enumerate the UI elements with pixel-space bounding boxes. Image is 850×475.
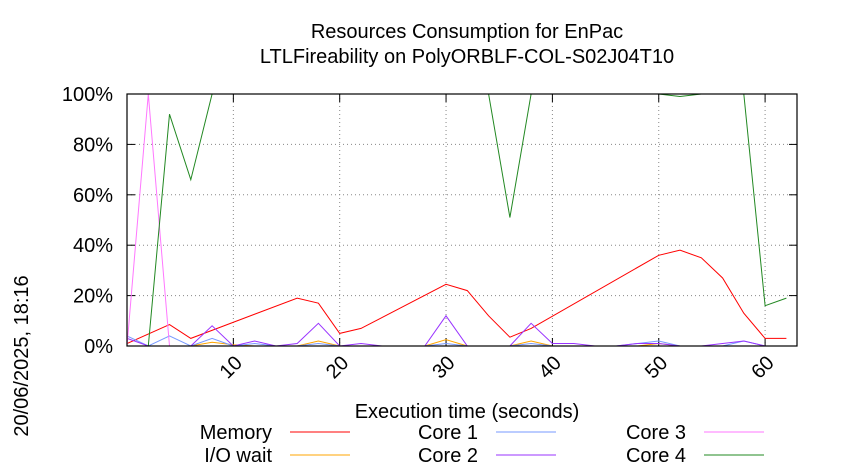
legend-label-core-3: Core 3 (626, 422, 686, 444)
x-tick-label: 60 (747, 352, 778, 383)
x-tick-label: 20 (322, 352, 353, 383)
legend-label-memory: Memory (200, 422, 272, 444)
chart-subtitle: LTLFireability on PolyORBLF-COL-S02J04T1… (260, 46, 674, 68)
series-line-core-1 (126, 335, 787, 347)
series-line-core-3 (126, 93, 787, 347)
x-tick-label: 10 (216, 352, 247, 383)
series-lines (126, 93, 787, 347)
grid (127, 93, 797, 347)
series-line-core-2 (126, 314, 787, 347)
y-tick-label: 20% (73, 286, 113, 308)
y-tick-label: 40% (73, 235, 113, 257)
x-tick-label: 40 (535, 352, 566, 383)
x-tick-label: 50 (641, 352, 672, 383)
legend-label-core-1: Core 1 (418, 422, 478, 444)
x-tick-label: 30 (428, 352, 459, 383)
y-axis: 0% 20% 40% 60% 80% 100% (62, 84, 797, 358)
x-axis: 10 20 30 40 50 60 (216, 94, 779, 383)
chart-title: Resources Consumption for EnPac (311, 21, 623, 43)
series-line-memory (126, 249, 787, 344)
x-axis-label: Execution time (seconds) (355, 401, 580, 423)
legend-label-core-4: Core 4 (626, 445, 686, 467)
y-tick-label: 100% (62, 84, 113, 106)
y-tick-label: 80% (73, 134, 113, 156)
legend-label-core-2: Core 2 (418, 445, 478, 467)
legend-label-i-o-wait: I/O wait (204, 445, 272, 467)
plot-frame (126, 93, 798, 347)
timestamp-label: 20/06/2025, 18:16 (11, 275, 33, 436)
series-line-core-4 (127, 93, 787, 347)
y-tick-label: 0% (84, 336, 113, 358)
y-tick-label: 60% (73, 185, 113, 207)
